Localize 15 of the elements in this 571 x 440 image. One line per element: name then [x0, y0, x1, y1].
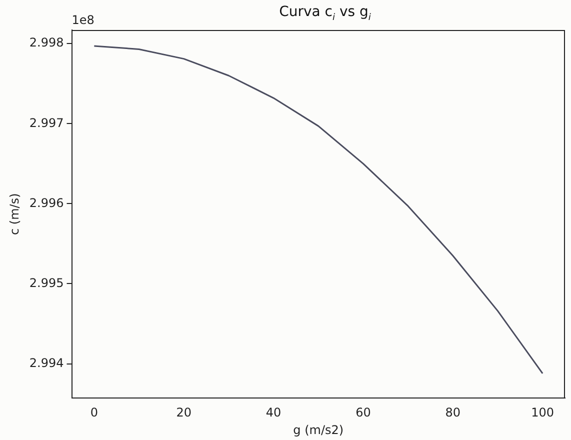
chart-title: Curva c$_{i}$ vs g$_{i}$ [279, 4, 371, 23]
x-tick-label: 20 [176, 406, 192, 420]
y-tick-label: 2.994 [29, 356, 64, 370]
y-tick-label: 2.996 [29, 196, 64, 210]
x-tick-label: 40 [266, 406, 282, 420]
y-axis-title: c (m/s) [7, 193, 22, 235]
y-tick-label: 2.998 [29, 36, 64, 50]
y-tick-label: 2.997 [29, 116, 64, 130]
text: 1e8 [72, 13, 94, 28]
x-tick-label: 100 [531, 406, 554, 420]
x-tick-label: 60 [356, 406, 371, 420]
x-axis-title: g (m/s2) [293, 422, 344, 437]
y-tick-label: 2.995 [29, 276, 64, 290]
x-tick-label: 0 [90, 406, 98, 420]
x-tick-label: 80 [445, 406, 461, 420]
